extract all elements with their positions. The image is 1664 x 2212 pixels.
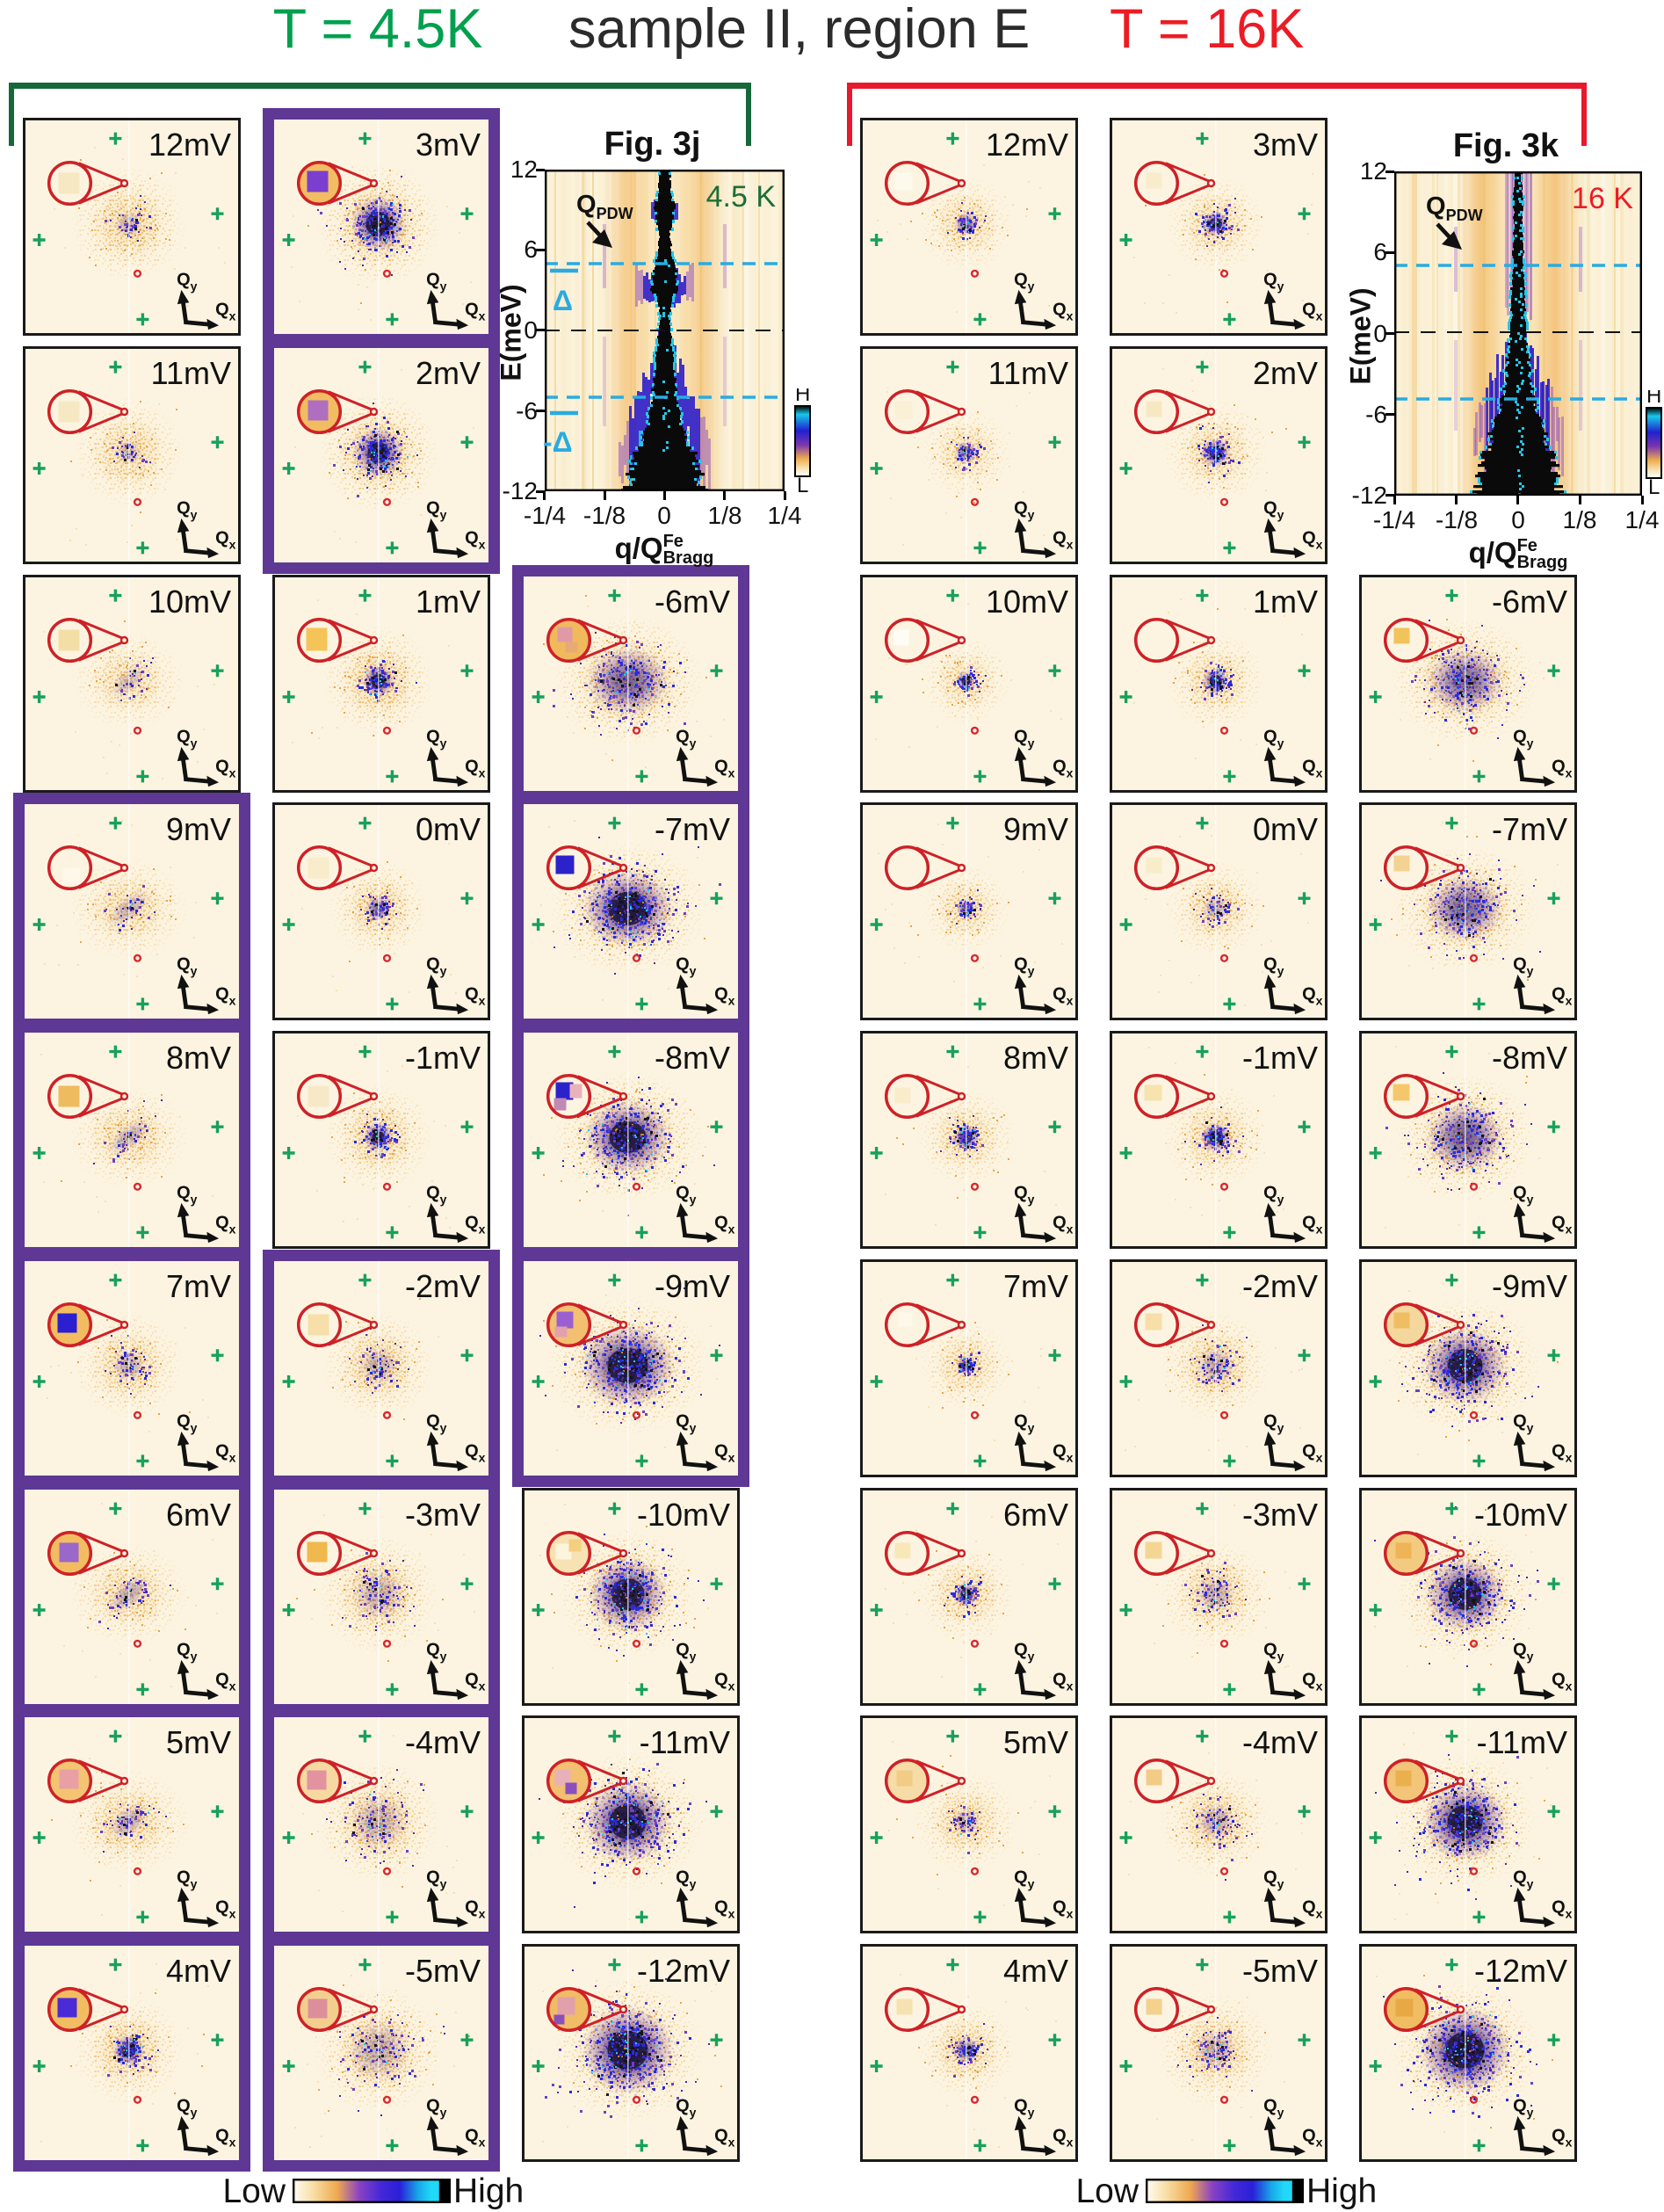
svg-text:-11mV: -11mV	[1477, 1724, 1567, 1760]
svg-text:-12mV: -12mV	[1474, 1953, 1567, 1989]
svg-text:12mV: 12mV	[986, 127, 1068, 163]
svg-text:1mV: 1mV	[1253, 584, 1318, 620]
svg-text:4mV: 4mV	[166, 1953, 231, 1989]
svg-text:-Δ: -Δ	[543, 426, 573, 458]
svg-text:-8mV: -8mV	[655, 1040, 730, 1076]
svg-text:3mV: 3mV	[416, 127, 481, 163]
svg-text:H: H	[795, 388, 810, 406]
svg-text:-10mV: -10mV	[1474, 1497, 1567, 1533]
svg-text:4mV: 4mV	[1003, 1953, 1068, 1989]
svg-text:-4mV: -4mV	[1242, 1724, 1318, 1760]
svg-text:2mV: 2mV	[1253, 355, 1318, 391]
svg-text:7mV: 7mV	[166, 1268, 231, 1304]
svg-text:5mV: 5mV	[166, 1724, 231, 1760]
svg-text:12mV: 12mV	[148, 127, 231, 163]
svg-text:0mV: 0mV	[1253, 811, 1318, 847]
svg-text:-10mV: -10mV	[637, 1497, 730, 1533]
svg-text:0mV: 0mV	[416, 811, 481, 847]
svg-text:Δ: Δ	[553, 285, 573, 315]
svg-text:L: L	[1648, 475, 1660, 496]
svg-text:-9mV: -9mV	[655, 1268, 730, 1304]
svg-text:3mV: 3mV	[1253, 127, 1318, 163]
svg-text:10mV: 10mV	[986, 584, 1068, 620]
svg-text:9mV: 9mV	[166, 811, 231, 847]
svg-text:9mV: 9mV	[1003, 811, 1068, 847]
svg-text:-6mV: -6mV	[655, 584, 730, 620]
svg-text:6mV: 6mV	[1003, 1497, 1068, 1533]
svg-text:2mV: 2mV	[416, 355, 481, 391]
svg-text:-11mV: -11mV	[640, 1724, 730, 1760]
svg-text:-6mV: -6mV	[1492, 584, 1567, 620]
svg-text:H: H	[1646, 390, 1661, 408]
svg-text:11mV: 11mV	[151, 355, 231, 391]
svg-text:-8mV: -8mV	[1492, 1040, 1567, 1076]
svg-text:7mV: 7mV	[1003, 1268, 1068, 1304]
svg-text:-9mV: -9mV	[1492, 1268, 1567, 1304]
svg-text:6mV: 6mV	[166, 1497, 231, 1533]
svg-text:11mV: 11mV	[988, 355, 1068, 391]
svg-text:8mV: 8mV	[166, 1040, 231, 1076]
svg-text:-1mV: -1mV	[1242, 1040, 1318, 1076]
svg-text:L: L	[797, 474, 808, 494]
svg-text:-3mV: -3mV	[1242, 1497, 1318, 1533]
svg-text:-4mV: -4mV	[405, 1724, 481, 1760]
svg-text:-7mV: -7mV	[655, 811, 730, 847]
svg-text:-2mV: -2mV	[1242, 1268, 1318, 1304]
svg-text:1mV: 1mV	[416, 584, 481, 620]
svg-text:-1mV: -1mV	[405, 1040, 481, 1076]
svg-text:10mV: 10mV	[148, 584, 231, 620]
svg-text:8mV: 8mV	[1003, 1040, 1068, 1076]
svg-text:5mV: 5mV	[1003, 1724, 1068, 1760]
svg-text:-5mV: -5mV	[1242, 1953, 1318, 1989]
svg-text:-2mV: -2mV	[405, 1268, 481, 1304]
svg-text:-7mV: -7mV	[1492, 811, 1567, 847]
svg-text:-12mV: -12mV	[637, 1953, 730, 1989]
svg-text:-3mV: -3mV	[405, 1497, 481, 1533]
svg-text:-5mV: -5mV	[405, 1953, 481, 1989]
